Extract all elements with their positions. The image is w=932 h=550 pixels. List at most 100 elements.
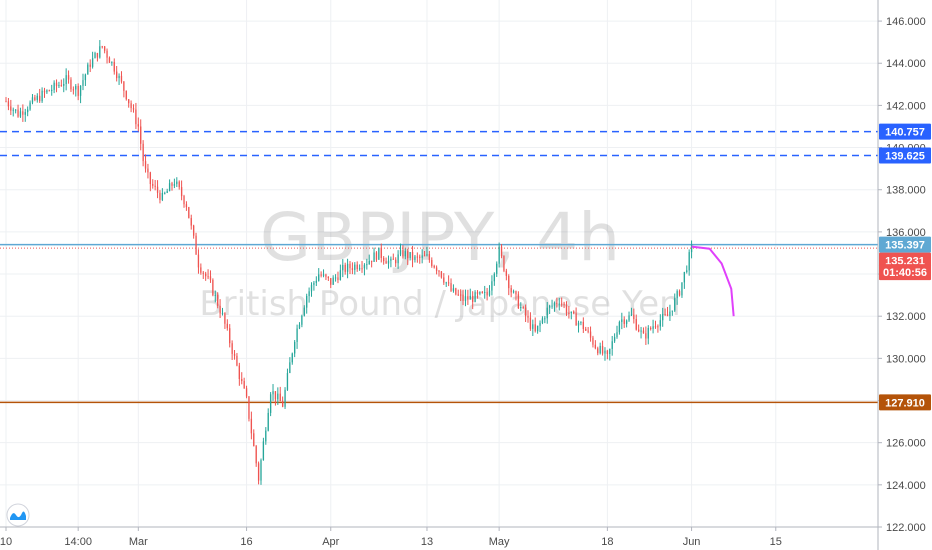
price-badge-label: 127.910 [885, 397, 925, 409]
candle-body [416, 256, 419, 258]
candle-body [229, 328, 231, 344]
candle-body [609, 348, 611, 354]
candle-body [428, 254, 431, 261]
candle-body [426, 254, 428, 256]
candle-body [440, 271, 443, 278]
countdown-label: 01:40:56 [883, 267, 927, 279]
candle-body [642, 330, 645, 334]
candle-body [14, 109, 17, 111]
candle-body [556, 302, 558, 304]
candle-body [472, 295, 474, 302]
price-badge-label: 139.625 [885, 150, 925, 162]
candle-body [402, 250, 404, 257]
candle-body [366, 264, 368, 266]
candle-body [171, 183, 173, 186]
candle-body [178, 181, 180, 188]
candle-body [508, 275, 510, 289]
horizontal-levels [0, 130, 878, 404]
candle-body [625, 320, 628, 324]
candle-body [575, 313, 577, 326]
candle-body [512, 291, 515, 293]
candle-body [173, 184, 176, 186]
candle-body [351, 268, 354, 270]
price-badge-label: 135.397 [885, 240, 925, 252]
candle-body [67, 75, 70, 80]
candle-body [464, 296, 467, 301]
candle-body [161, 192, 164, 200]
candle-body [476, 292, 479, 294]
candle-body [635, 319, 637, 330]
price-axis-labels: 140.757139.625135.397135.231127.91001:40… [879, 123, 931, 411]
candle-body [666, 314, 669, 317]
candle-body [58, 85, 60, 87]
candle-body [137, 124, 139, 127]
candle-body [363, 264, 366, 269]
candle-body [279, 393, 281, 402]
candle-body [149, 172, 152, 185]
candle-body [577, 322, 580, 326]
candle-body [510, 288, 512, 293]
candle-body [330, 278, 332, 285]
candle-body [681, 282, 683, 296]
candle-body [616, 332, 618, 338]
candle-body [493, 273, 495, 282]
candle-body [192, 225, 195, 236]
candle-body [125, 90, 127, 100]
candle-body [46, 90, 48, 93]
symbol-watermark-group: GBPJPY, 4h British Pound / Japanese Yen [199, 199, 680, 324]
candle-body [397, 254, 399, 264]
candle-body [243, 380, 245, 389]
candle-body [561, 303, 563, 305]
candle-body [419, 256, 421, 258]
candle-body [190, 218, 192, 226]
candle-body [671, 310, 673, 312]
candle-body [582, 321, 584, 329]
price-tick-label: 132.000 [886, 311, 926, 323]
candle-body [72, 89, 75, 91]
candle-body [77, 86, 79, 96]
candle-body [375, 252, 378, 260]
candle-body [570, 311, 572, 314]
candle-body [467, 296, 469, 300]
candle-body [541, 318, 544, 323]
candle-body [650, 327, 652, 329]
candle-body [159, 192, 161, 200]
price-tick-label: 142.000 [886, 100, 926, 112]
candle-body [111, 61, 113, 63]
candle-body [233, 353, 236, 356]
candle-body [219, 305, 221, 314]
candle-body [421, 255, 423, 258]
price-axis[interactable]: 122.000124.000126.000128.000130.000132.0… [878, 16, 926, 534]
candle-body [34, 97, 36, 101]
candle-body [676, 291, 678, 299]
candle-body [303, 307, 305, 316]
tradingview-logo-icon[interactable] [6, 503, 30, 527]
candle-body [474, 292, 476, 302]
candle-body [662, 314, 664, 321]
candle-body [640, 330, 642, 332]
candle-body [55, 82, 58, 87]
candle-body [224, 313, 226, 324]
candle-body [358, 268, 361, 270]
price-badge [879, 394, 931, 411]
candle-body [587, 330, 589, 332]
candle-body [654, 326, 657, 328]
candle-body [60, 85, 63, 87]
time-axis[interactable]: 10 14:00 Mar 16 Apr 13 May 18 Jun 15 [0, 527, 782, 548]
symbol-watermark: GBPJPY, 4h [260, 199, 620, 276]
candle-body [10, 106, 12, 111]
candle-body [459, 294, 462, 296]
price-tick-label: 124.000 [886, 480, 926, 492]
candle-body [63, 84, 65, 86]
candle-body [630, 314, 633, 316]
candle-body [106, 50, 108, 58]
candle-body [200, 267, 202, 273]
candle-body [147, 168, 149, 173]
candle-body [539, 322, 541, 326]
candle-body [217, 294, 219, 306]
candle-body [96, 53, 99, 58]
candle-body [529, 317, 532, 329]
candle-body [594, 344, 597, 349]
candle-body [257, 463, 260, 481]
